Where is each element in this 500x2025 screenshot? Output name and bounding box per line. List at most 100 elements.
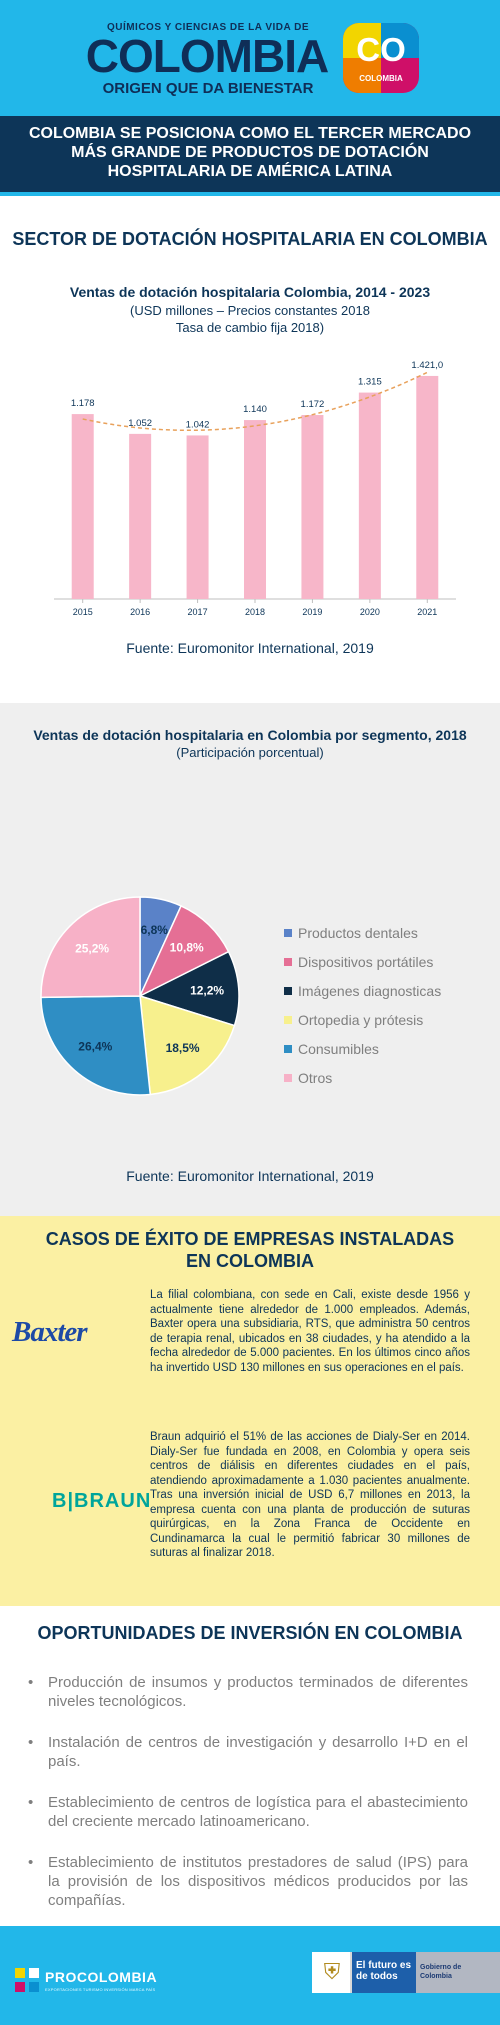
success-cases-section bbox=[0, 1216, 500, 1606]
headline-text: COLOMBIA SE POSICIONA COMO EL TERCER MER… bbox=[28, 125, 472, 180]
legend-item: Productos dentales bbox=[284, 918, 484, 947]
opportunity-text: Establecimiento de institutos prestadore… bbox=[48, 1854, 468, 1909]
sales-chart-subtitle-line1: (USD millones – Precios constantes 2018 bbox=[130, 303, 370, 318]
x-tick-label-2021: 2021 bbox=[417, 607, 437, 617]
bullet-icon: • bbox=[28, 1854, 34, 1871]
bar-2017 bbox=[186, 435, 209, 599]
baxter-case-text: La filial colombiana, con sede en Cali, … bbox=[150, 1289, 470, 1374]
pie-label-1: 10,8% bbox=[170, 941, 204, 955]
sales-chart-subtitle-line2: Tasa de cambio fija 2018) bbox=[175, 320, 325, 335]
segment-legend: Productos dentales Dispositivos portátile… bbox=[284, 918, 484, 1092]
legend-label: Ortopedia y prótesis bbox=[298, 1011, 424, 1028]
value-label-2018: 1.140 bbox=[243, 404, 267, 415]
legend-label: Dispositivos portátiles bbox=[298, 953, 434, 970]
pie-label-5: 25,2% bbox=[75, 942, 109, 956]
opportunity-text: Instalación de centros de investigación … bbox=[48, 1734, 468, 1770]
pie-label-3: 18,5% bbox=[166, 1041, 200, 1055]
future-block: El futuro es de todos bbox=[352, 1952, 416, 1993]
opportunities-list: • Producción de insumos y productos termi… bbox=[28, 1673, 468, 1932]
braun-case-text: Braun adquirió el 51% de las acciones de… bbox=[150, 1431, 470, 1559]
success-cases-title: CASOS DE ÉXITO DE EMPRESAS INSTALADAS EN… bbox=[45, 1229, 455, 1271]
sales-chart-title: Ventas de dotación hospitalaria Colombia… bbox=[69, 284, 431, 300]
braun-logo: B|BRAUN bbox=[52, 1490, 152, 1512]
co-logo-subtext: COLOMBIA bbox=[359, 74, 403, 83]
pie-label-2: 12,2% bbox=[190, 984, 224, 998]
pie-slice-4 bbox=[40, 995, 152, 1096]
brand-name: COLOMBIA bbox=[85, 30, 329, 82]
segment-chart-title: Ventas de dotación hospitalaria en Colom… bbox=[33, 727, 467, 743]
pie-slice-5 bbox=[40, 896, 141, 999]
x-tick-label-2017: 2017 bbox=[188, 607, 208, 617]
legend-label: Imágenes diagnosticas bbox=[298, 982, 442, 999]
trend-line bbox=[82, 371, 428, 432]
bar-2021 bbox=[416, 375, 439, 599]
bar-2018 bbox=[244, 420, 266, 599]
legend-item: Consumibles bbox=[284, 1034, 484, 1063]
legend-label: Productos dentales bbox=[298, 924, 418, 941]
segment-chart-source: Fuente: Euromonitor International, 2019 bbox=[126, 1168, 374, 1184]
value-label-2021: 1.421,0 bbox=[411, 360, 443, 371]
opportunity-text: Establecimiento de centros de logística … bbox=[48, 1794, 468, 1830]
legend-item: Imágenes diagnosticas bbox=[284, 976, 484, 1005]
co-logo-text: CO bbox=[356, 31, 406, 68]
opportunities-title: OPORTUNIDADES DE INVERSIÓN EN COLOMBIA bbox=[37, 1623, 463, 1643]
government-text: Gobierno de Colombia bbox=[420, 1964, 462, 1980]
co-colombia-logo: CO COLOMBIA bbox=[343, 23, 419, 93]
future-text: El futuro es de todos bbox=[356, 1960, 412, 1982]
value-label-2016: 1.052 bbox=[128, 418, 152, 429]
x-tick-label-2016: 2016 bbox=[130, 607, 150, 617]
x-tick-label-2018: 2018 bbox=[245, 607, 265, 617]
opportunity-item: • Producción de insumos y productos termi… bbox=[28, 1673, 468, 1711]
logo-blue-quadrant bbox=[381, 23, 419, 58]
bar-2019 bbox=[301, 415, 324, 599]
bar-2020 bbox=[358, 392, 381, 599]
procolombia-icon bbox=[15, 1968, 39, 1992]
legend-label: Otros bbox=[298, 1069, 333, 1086]
legend-item: Ortopedia y prótesis bbox=[284, 1005, 484, 1034]
value-label-2020: 1.315 bbox=[358, 377, 382, 388]
government-block: Gobierno de Colombia bbox=[416, 1952, 500, 1993]
value-label-2015: 1.178 bbox=[71, 398, 95, 409]
government-logo: ⛨ El futuro es de todos Gobierno de Colo… bbox=[312, 1952, 500, 1993]
value-label-2019: 1.172 bbox=[301, 399, 325, 410]
brand-kicker: QUÍMICOS Y CIENCIAS DE LA VIDA DE bbox=[106, 22, 310, 33]
headline-band: COLOMBIA SE POSICIONA COMO EL TERCER MER… bbox=[0, 116, 500, 196]
legend-item: Dispositivos portátiles bbox=[284, 947, 484, 976]
legend-item: Otros bbox=[284, 1063, 484, 1092]
bar-2015 bbox=[71, 414, 94, 599]
brand-tagline: ORIGEN QUE DA BIENESTAR bbox=[102, 80, 314, 97]
legend-label: Consumibles bbox=[298, 1040, 379, 1057]
bar-2016 bbox=[129, 433, 152, 599]
opportunity-item: • Instalación de centros de investigación… bbox=[28, 1733, 468, 1771]
bullet-icon: • bbox=[28, 1794, 34, 1811]
sales-chart-subtitle: (USD millones – Precios constantes 2018 … bbox=[42, 302, 458, 336]
pie-slice-1 bbox=[138, 904, 230, 998]
legend-swatch bbox=[284, 1015, 292, 1024]
baxter-logo: Baxter bbox=[12, 1316, 88, 1348]
x-tick-label-2019: 2019 bbox=[302, 607, 322, 617]
value-label-2017: 1.042 bbox=[186, 419, 210, 430]
procolombia-logo-text: PROCOLOMBIA bbox=[45, 1969, 158, 1985]
pie-slice-3 bbox=[139, 994, 236, 1096]
procolombia-tagline: EXPORTACIONES TURISMO INVERSIÓN MARCA PA… bbox=[45, 1987, 156, 1992]
bullet-icon: • bbox=[28, 1734, 34, 1751]
x-tick-label-2015: 2015 bbox=[73, 607, 93, 617]
logo-orange-quadrant bbox=[343, 58, 381, 93]
sales-bar-chart: 1.178 2015 1.052 2016 1.042 2017 1.140 2018 1.17… bbox=[54, 360, 456, 617]
pie-label-0: 6,8% bbox=[141, 923, 169, 937]
opportunity-text: Producción de insumos y productos termin… bbox=[48, 1674, 468, 1710]
gov-divider bbox=[350, 1952, 352, 1993]
segment-chart-subtitle: (Participación porcentual) bbox=[176, 745, 324, 760]
legend-swatch bbox=[284, 928, 292, 937]
legend-swatch bbox=[284, 1044, 292, 1053]
pie-slice-2 bbox=[138, 950, 240, 1027]
pie-label-4: 26,4% bbox=[78, 1039, 112, 1053]
x-tick-label-2020: 2020 bbox=[360, 607, 380, 617]
opportunity-item: • Establecimiento de centros de logística… bbox=[28, 1793, 468, 1831]
coat-of-arms-icon: ⛨ bbox=[323, 1959, 341, 1984]
bullet-icon: • bbox=[28, 1674, 34, 1691]
sales-chart-source: Fuente: Euromonitor International, 2019 bbox=[126, 640, 374, 656]
legend-swatch bbox=[284, 1073, 292, 1082]
segment-pie-chart: 6,8%10,8% 12,2% 18,5% 26,4% 25,2% bbox=[40, 896, 240, 1096]
opportunity-item: • Establecimiento de institutos prestador… bbox=[28, 1853, 468, 1910]
